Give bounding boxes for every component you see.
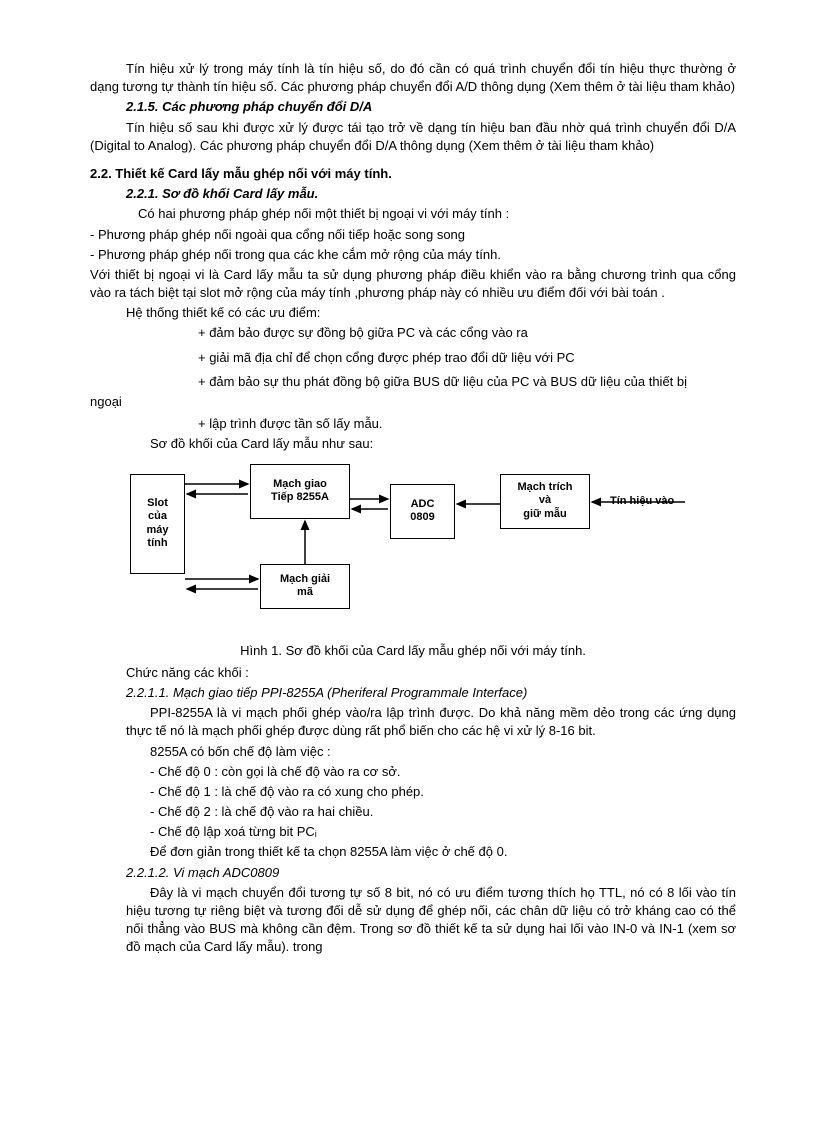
list-item: + đảm bảo sự thu phát đồng bộ giữa BUS d…: [198, 373, 736, 391]
paragraph: Sơ đồ khối của Card lấy mẫu như sau:: [150, 435, 736, 453]
paragraph: Đây là vi mạch chuyển đổi tương tự số 8 …: [126, 884, 736, 957]
list-item: + đảm bảo được sự đồng bộ giữa PC và các…: [198, 324, 736, 342]
heading-215: 2.1.5. Các phương pháp chuyển đổi D/A: [126, 98, 736, 116]
list-item: + lập trình được tần số lấy mẫu.: [198, 415, 736, 433]
list-item: - Chế độ 0 : còn gọi là chế độ vào ra cơ…: [150, 763, 736, 781]
paragraph: Chức năng các khối :: [126, 664, 736, 682]
paragraph: PPI-8255A là vi mạch phối ghép vào/ra lậ…: [126, 704, 736, 740]
list-item: ngoại: [90, 393, 736, 411]
paragraph: Để đơn giản trong thiết kế ta chọn 8255A…: [150, 843, 736, 861]
paragraph: Với thiết bị ngoại vi là Card lấy mẫu ta…: [90, 266, 736, 302]
diagram-arrows: [130, 464, 690, 634]
list-item: - Phương pháp ghép nối trong qua các khe…: [90, 246, 736, 264]
paragraph: Tín hiệu số sau khi được xử lý được tái …: [90, 119, 736, 155]
heading-22: 2.2. Thiết kế Card lấy mẫu ghép nối với …: [90, 165, 736, 183]
paragraph: 8255A có bốn chế độ làm việc :: [150, 743, 736, 761]
heading-2212: 2.2.1.2. Vi mạch ADC0809: [126, 864, 736, 882]
list-item: - Chế độ lập xoá từng bit PCᵢ: [150, 823, 736, 841]
paragraph: Có hai phương pháp ghép nối một thiết bị…: [138, 205, 736, 223]
paragraph: Tín hiệu xử lý trong máy tính là tín hiệ…: [90, 60, 736, 96]
list-item: - Chế độ 2 : là chế độ vào ra hai chiều.: [150, 803, 736, 821]
list-item: + giải mã địa chỉ để chọn cổng được phép…: [198, 349, 736, 367]
heading-221: 2.2.1. Sơ đồ khối Card lấy mẫu.: [126, 185, 736, 203]
list-item: - Phương pháp ghép nối ngoài qua cổng nố…: [90, 226, 736, 244]
paragraph: Hệ thống thiết kế có các ưu điểm:: [126, 304, 736, 322]
heading-2211: 2.2.1.1. Mạch giao tiếp PPI-8255A (Pheri…: [126, 684, 736, 702]
figure-caption: Hình 1. Sơ đồ khối của Card lấy mẫu ghép…: [90, 642, 736, 660]
block-diagram: Slot của máy tính Mạch giao Tiếp 8255A A…: [130, 464, 690, 634]
list-item: - Chế độ 1 : là chế độ vào ra có xung ch…: [150, 783, 736, 801]
